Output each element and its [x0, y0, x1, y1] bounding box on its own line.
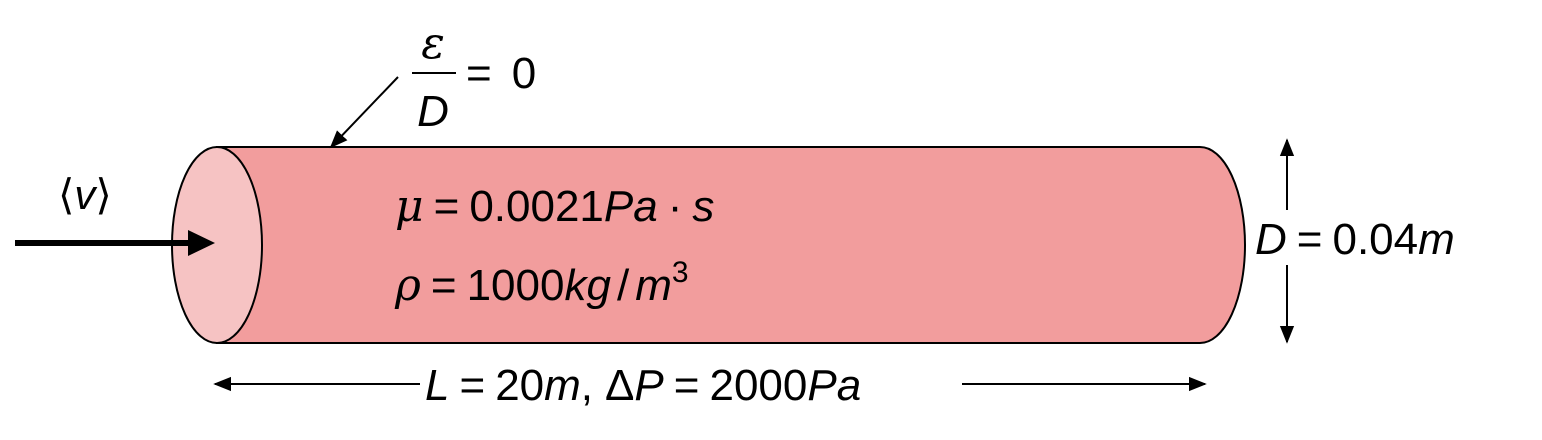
- length-unit: m: [544, 361, 581, 410]
- roughness-numerator: ε: [410, 22, 456, 66]
- multiply-dot: ·: [667, 182, 683, 231]
- density-value: 1000: [466, 261, 565, 310]
- roughness-equals-value: = 0: [466, 52, 536, 96]
- delta-symbol: Δ: [605, 361, 635, 410]
- epsilon-symbol: ε: [421, 18, 445, 69]
- velocity-label: ⟨v⟩: [58, 174, 112, 216]
- density-label: ρ = 1000kg / m3: [395, 258, 689, 308]
- density-unit-kg: kg: [564, 261, 611, 310]
- pressure-value: 2000: [709, 361, 808, 410]
- equals-sign: =: [430, 261, 457, 310]
- left-angle-bracket: ⟨: [58, 170, 75, 219]
- viscosity-label: μ = 0.0021Pa · s: [395, 185, 714, 229]
- inlet-velocity-arrow-head: [188, 230, 215, 256]
- pressure-symbol: P: [634, 361, 664, 410]
- density-unit-m: m: [635, 261, 672, 310]
- length-symbol: L: [425, 361, 450, 410]
- viscosity-unit-s: s: [692, 182, 715, 231]
- equals-sign: =: [459, 361, 486, 410]
- comma: ,: [580, 361, 594, 410]
- roughness-denominator: D: [410, 90, 456, 134]
- pressure-unit: Pa: [807, 361, 862, 410]
- equals-sign: =: [433, 182, 460, 231]
- diameter-symbol: D: [1255, 215, 1287, 264]
- diameter-unit: m: [1418, 215, 1455, 264]
- velocity-symbol: v: [74, 171, 96, 218]
- viscosity-unit-pa: Pa: [603, 182, 658, 231]
- diameter-symbol: D: [417, 87, 449, 136]
- equals-sign: =: [1296, 215, 1323, 264]
- pipe-body: [216, 146, 1246, 344]
- equals-sign: =: [466, 49, 492, 98]
- length-value: 20: [495, 361, 545, 410]
- roughness-fraction-bar: [412, 72, 456, 74]
- diameter-value: 0.04: [1332, 215, 1419, 264]
- right-angle-bracket: ⟩: [95, 170, 112, 219]
- viscosity-value: 0.0021: [469, 182, 604, 231]
- length-pressure-label: L = 20m, ΔP = 2000Pa: [425, 364, 861, 408]
- roughness-pointer-arrow: [329, 76, 399, 149]
- rho-symbol: ρ: [395, 260, 421, 311]
- equals-sign: =: [673, 361, 700, 410]
- slash: /: [616, 261, 630, 310]
- roughness-value: 0: [511, 49, 537, 98]
- mu-symbol: μ: [395, 181, 424, 232]
- diameter-label: D = 0.04m: [1255, 218, 1455, 262]
- density-exponent: 3: [671, 256, 689, 289]
